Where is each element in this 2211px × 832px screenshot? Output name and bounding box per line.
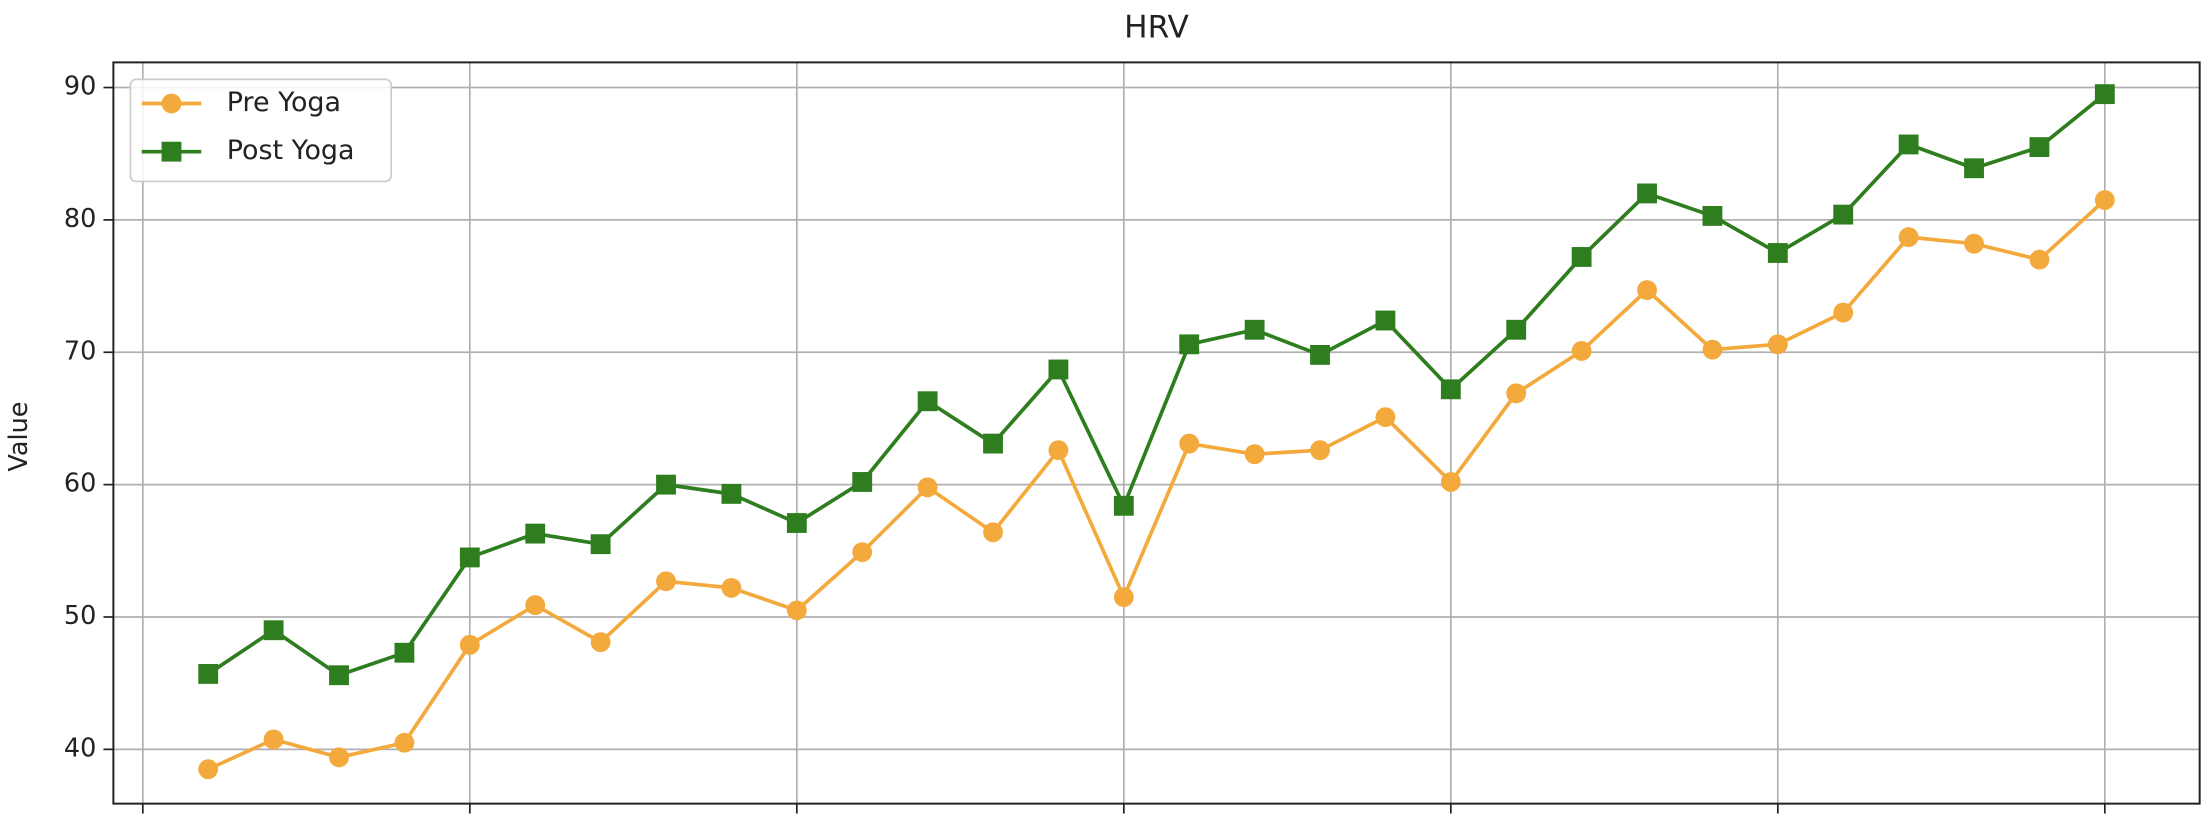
marker [394,642,415,663]
marker [1113,495,1134,516]
marker [1375,407,1396,428]
marker [329,665,349,686]
marker [329,747,349,768]
marker [917,477,938,498]
marker [2094,190,2115,210]
marker [656,474,676,495]
marker [1702,206,1723,226]
marker [459,634,480,655]
marker [1898,134,1919,155]
marker [525,595,546,616]
marker [852,542,873,563]
marker [983,433,1003,454]
marker [852,472,873,492]
series-line [207,92,2106,678]
marker [786,513,807,533]
y-tick-label: 50 [64,601,96,631]
marker [1964,233,1984,254]
legend-marker [161,141,182,162]
y-tick-label: 80 [64,204,96,234]
marker [1244,319,1265,340]
marker [1375,310,1396,331]
marker [2029,137,2050,158]
marker [525,523,546,544]
marker [983,522,1003,543]
marker [1440,472,1461,492]
marker [263,620,284,641]
marker [1767,334,1788,355]
marker [1506,319,1527,340]
marker [198,663,219,684]
marker [263,729,284,750]
marker [786,600,807,621]
y-tick-label: 70 [64,336,96,366]
marker [721,577,742,598]
legend-marker [161,93,182,114]
legend-label: Post Yoga [227,135,355,166]
marker [1310,440,1330,461]
marker [1833,204,1854,225]
marker [198,759,219,780]
marker [1440,379,1461,400]
series-line [207,198,2107,771]
marker [1964,158,1984,179]
marker [1113,587,1134,608]
y-tick-label: 60 [64,469,96,499]
y-tick-label: 40 [64,733,96,763]
marker [1767,243,1788,263]
marker [2029,249,2050,270]
marker [1637,183,1657,204]
y-axis-label: Value [4,402,34,472]
marker [1702,339,1723,360]
chart-title: HRV [1124,9,1189,45]
marker [721,483,742,504]
marker [1637,280,1657,300]
marker [590,632,611,653]
marker [1571,341,1592,361]
marker [1833,302,1854,323]
marker [459,547,480,568]
marker [1048,440,1069,461]
y-tick-label: 90 [64,72,96,102]
marker [1179,433,1200,454]
marker [917,391,938,412]
plot-frame [112,61,2201,805]
marker [1048,359,1069,380]
legend-label: Pre Yoga [227,87,341,118]
marker [2094,84,2115,105]
marker [1179,334,1200,355]
marker [1571,247,1592,267]
marker [656,571,676,592]
marker [394,732,415,753]
marker [1506,383,1527,404]
marker [590,534,611,555]
marker [1898,227,1919,248]
marker [1244,444,1265,465]
legend: Pre Yoga Post Yoga [129,78,393,183]
marker [1310,344,1330,365]
